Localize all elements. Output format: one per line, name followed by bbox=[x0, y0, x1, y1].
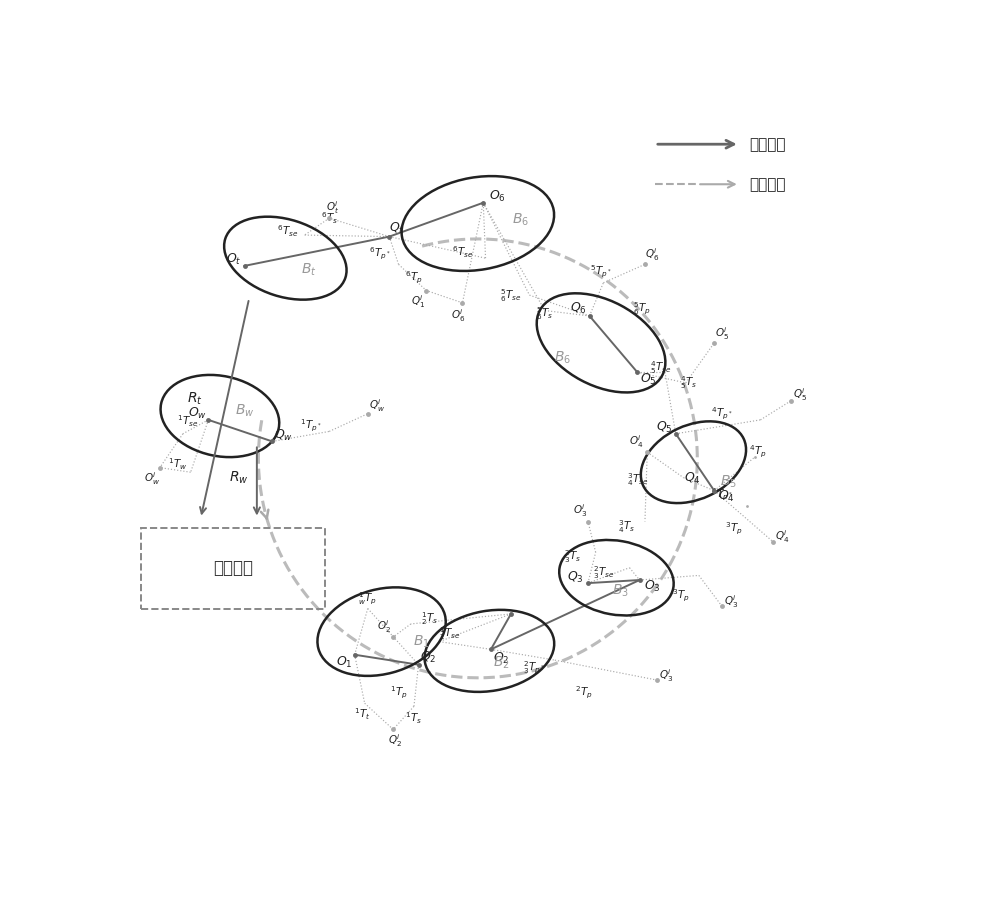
Text: $B_3$: $B_3$ bbox=[612, 582, 629, 599]
Text: $\boldsymbol{O_4}$: $\boldsymbol{O_4}$ bbox=[718, 489, 735, 504]
Text: ${}^4T_{p^*}$: ${}^4T_{p^*}$ bbox=[711, 405, 733, 422]
Text: ${}^5_6T_s$: ${}^5_6T_s$ bbox=[536, 305, 553, 322]
Text: ${}^4T_{p^*}$: ${}^4T_{p^*}$ bbox=[711, 488, 733, 503]
Text: ${}^2T_p$: ${}^2T_p$ bbox=[575, 685, 592, 701]
Text: $Q_4^i$: $Q_4^i$ bbox=[775, 529, 789, 545]
Text: $B_2$: $B_2$ bbox=[493, 655, 509, 671]
Text: ${}^1T_w$: ${}^1T_w$ bbox=[168, 456, 187, 472]
Text: $\boldsymbol{O_1}$: $\boldsymbol{O_1}$ bbox=[336, 655, 352, 670]
Text: $\boldsymbol{O_w}$: $\boldsymbol{O_w}$ bbox=[188, 406, 207, 421]
Text: $\boldsymbol{O_6}$: $\boldsymbol{O_6}$ bbox=[489, 189, 506, 205]
Text: $Q_3^i$: $Q_3^i$ bbox=[724, 593, 738, 610]
Text: $O_5^i$: $O_5^i$ bbox=[715, 325, 729, 342]
Text: ${}^2_3T_s$: ${}^2_3T_s$ bbox=[564, 549, 581, 565]
Text: ${}^1T_s$: ${}^1T_s$ bbox=[405, 711, 422, 727]
Text: ${}^5_6T_p$: ${}^5_6T_p$ bbox=[633, 299, 651, 317]
Text: ${}^3T_p$: ${}^3T_p$ bbox=[672, 587, 689, 603]
Text: $Q_6^i$: $Q_6^i$ bbox=[645, 247, 660, 264]
Text: $\boldsymbol{Q_w}$: $\boldsymbol{Q_w}$ bbox=[274, 427, 293, 443]
Text: ${}^5T_{p^*}$: ${}^5T_{p^*}$ bbox=[590, 264, 612, 280]
Text: $\boldsymbol{O_5}$: $\boldsymbol{O_5}$ bbox=[640, 373, 657, 387]
Text: $\boldsymbol{O_3}$: $\boldsymbol{O_3}$ bbox=[644, 579, 660, 593]
Text: $B_1$: $B_1$ bbox=[413, 634, 430, 650]
Text: ${}^2_3T_{p^*}$: ${}^2_3T_{p^*}$ bbox=[523, 659, 545, 677]
Text: $B_w$: $B_w$ bbox=[235, 403, 254, 419]
Text: ${}^2_3T_{se}$: ${}^2_3T_{se}$ bbox=[593, 564, 614, 581]
Text: $\boldsymbol{Q_t}$: $\boldsymbol{Q_t}$ bbox=[389, 221, 405, 236]
Text: ${}^3_4T_{se}$: ${}^3_4T_{se}$ bbox=[627, 471, 648, 488]
Text: $B_5$: $B_5$ bbox=[720, 473, 737, 489]
Text: ${}^6T_{se}$: ${}^6T_{se}$ bbox=[277, 224, 298, 239]
Text: $\boldsymbol{O_t}$: $\boldsymbol{O_t}$ bbox=[226, 252, 242, 268]
Text: $O_3^i$: $O_3^i$ bbox=[573, 502, 587, 519]
Text: ${}^1T_t$: ${}^1T_t$ bbox=[354, 707, 371, 722]
Text: $Q_1^i$: $Q_1^i$ bbox=[411, 293, 426, 310]
Text: 工件分支: 工件分支 bbox=[750, 137, 786, 152]
Text: ${}^1_2T_{se}$: ${}^1_2T_{se}$ bbox=[439, 625, 460, 643]
Text: 刀具分支: 刀具分支 bbox=[750, 177, 786, 192]
Text: ${}^1T_{p^*}$: ${}^1T_{p^*}$ bbox=[300, 418, 322, 434]
Text: $\boldsymbol{Q_5}$: $\boldsymbol{Q_5}$ bbox=[656, 420, 673, 436]
Text: $\boldsymbol{R_t}$: $\boldsymbol{R_t}$ bbox=[187, 390, 203, 406]
Text: ${}^3T_p$: ${}^3T_p$ bbox=[725, 521, 743, 538]
Text: ${}^6T_{se}$: ${}^6T_{se}$ bbox=[452, 244, 473, 260]
Text: $O_w^i$: $O_w^i$ bbox=[144, 470, 160, 487]
Text: $\boldsymbol{Q_6}$: $\boldsymbol{Q_6}$ bbox=[570, 300, 587, 316]
Text: $\boldsymbol{Q_3}$: $\boldsymbol{Q_3}$ bbox=[567, 570, 584, 584]
Text: $Q_w^i$: $Q_w^i$ bbox=[369, 397, 385, 415]
Text: $O_4^i$: $O_4^i$ bbox=[629, 433, 644, 450]
Text: $Q_3^i$: $Q_3^i$ bbox=[659, 667, 674, 684]
Text: ${}^1_2T_s$: ${}^1_2T_s$ bbox=[421, 610, 438, 627]
Text: $\boldsymbol{O_2}$: $\boldsymbol{O_2}$ bbox=[493, 651, 510, 666]
Text: ${}^4T_p$: ${}^4T_p$ bbox=[749, 444, 766, 460]
Text: $O_6^i$: $O_6^i$ bbox=[451, 307, 465, 323]
Text: ${}^4_5T_{se}$: ${}^4_5T_{se}$ bbox=[650, 359, 671, 376]
Text: ${}^6T_{p^*}$: ${}^6T_{p^*}$ bbox=[369, 247, 391, 262]
Text: $\boldsymbol{Q_4}$: $\boldsymbol{Q_4}$ bbox=[684, 471, 701, 486]
Text: ${}^6T_p$: ${}^6T_p$ bbox=[405, 269, 423, 286]
Text: ${}^1T_{se}$: ${}^1T_{se}$ bbox=[177, 414, 198, 429]
Text: ${}^1T_p$: ${}^1T_p$ bbox=[390, 685, 407, 701]
Text: $Q_2^i$: $Q_2^i$ bbox=[388, 732, 402, 749]
Text: ${}^4_5T_s$: ${}^4_5T_s$ bbox=[680, 374, 697, 392]
Text: $B_t$: $B_t$ bbox=[301, 261, 316, 278]
Text: $B_6$: $B_6$ bbox=[554, 350, 571, 366]
Text: ${}^6T_s$: ${}^6T_s$ bbox=[321, 210, 338, 226]
Text: $B_6$: $B_6$ bbox=[512, 212, 529, 228]
Text: $\boldsymbol{R_w}$: $\boldsymbol{R_w}$ bbox=[229, 469, 249, 486]
Text: ${}^1_wT_p$: ${}^1_wT_p$ bbox=[358, 590, 377, 607]
Text: $O_2^i$: $O_2^i$ bbox=[377, 618, 391, 635]
Text: 加工空间: 加工空间 bbox=[213, 559, 253, 577]
Text: $O_t^i$: $O_t^i$ bbox=[326, 199, 339, 215]
Text: ${}^3_4T_s$: ${}^3_4T_s$ bbox=[618, 518, 635, 534]
Text: ${}^5_6T_{se}$: ${}^5_6T_{se}$ bbox=[500, 287, 522, 303]
Text: $Q_5^i$: $Q_5^i$ bbox=[793, 386, 808, 403]
Text: $\boldsymbol{Q_2}$: $\boldsymbol{Q_2}$ bbox=[420, 649, 436, 665]
